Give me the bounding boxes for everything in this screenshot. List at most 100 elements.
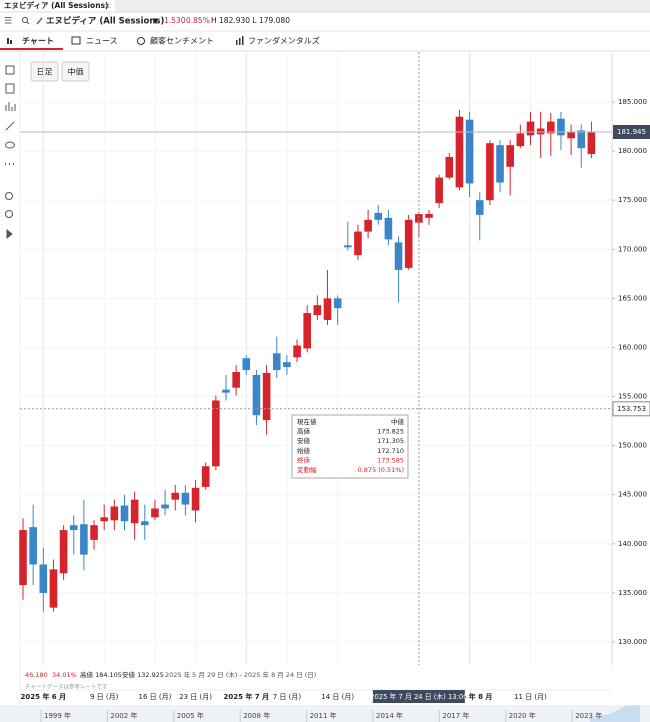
navigator[interactable] xyxy=(0,705,650,722)
y-tick-label: 130.000 xyxy=(618,638,647,646)
candle-body xyxy=(526,121,535,136)
toolbar[interactable] xyxy=(5,65,16,240)
candle-body xyxy=(567,131,575,139)
candle-body xyxy=(80,524,88,555)
y-tick-label: 150.000 xyxy=(618,442,647,450)
candle-body xyxy=(120,505,129,522)
candle-body xyxy=(69,525,78,531)
navigator-label: 2023 年 xyxy=(575,711,602,720)
candle-body xyxy=(100,517,108,522)
button[interactable] xyxy=(61,61,90,82)
navigator-label: 2002 年 xyxy=(110,711,137,720)
x-tick-label: 7 日 (月) xyxy=(273,693,302,701)
y-tick-label: 155.000 xyxy=(618,393,647,401)
navigator-label: 2008 年 xyxy=(243,711,270,720)
dropdown[interactable]: ▼ xyxy=(153,17,159,25)
button[interactable] xyxy=(30,61,59,82)
edit-icon[interactable] xyxy=(36,17,43,25)
y-tick-label: 170.000 xyxy=(618,245,647,253)
change-pct: 0.85% xyxy=(186,16,210,25)
crosshair-y-box xyxy=(612,401,650,417)
tooltip-value: 173.585 xyxy=(377,456,404,464)
candle-body xyxy=(425,213,433,218)
candle-body xyxy=(283,362,291,368)
candle-body xyxy=(151,508,159,518)
x-tick-label: 16 日 (月) xyxy=(139,693,172,701)
x-tick-label: 2025 年 7 月 xyxy=(223,692,269,701)
search-icon xyxy=(26,21,30,25)
y-tick-label: 175.000 xyxy=(618,196,647,204)
candle-body xyxy=(496,145,504,183)
navigator-label: 1999 年 xyxy=(44,711,71,720)
candle-body xyxy=(141,521,149,526)
tooltip-value: 173.825 xyxy=(377,428,404,436)
candle-body xyxy=(323,298,332,320)
candle-body xyxy=(242,358,251,371)
nav-tab[interactable]: チャート xyxy=(22,37,54,46)
tab-strip xyxy=(0,0,650,12)
nav-tab[interactable]: 顧客センチメント xyxy=(150,36,214,46)
x-tick-label: 11 日 (月) xyxy=(514,693,547,701)
candle-body xyxy=(374,212,383,220)
candle-body xyxy=(303,313,311,349)
symbol[interactable]: エヌビディア (All Sessions) xyxy=(46,16,164,27)
candle-body xyxy=(415,214,423,223)
tooltip-value: 0.875 (0.51%) xyxy=(358,466,404,474)
candle-body xyxy=(435,177,443,204)
candle-body xyxy=(475,200,484,215)
candle-body xyxy=(90,525,98,540)
candle-body xyxy=(333,298,342,309)
tooltip-label: 高値 xyxy=(297,427,311,436)
tooltip xyxy=(291,414,409,479)
x-tick-label: 2025 年 6 月 xyxy=(20,692,66,701)
button-label[interactable]: 中価 xyxy=(68,67,84,77)
navigator-label: 2011 年 xyxy=(310,711,337,720)
crosshair-x-box xyxy=(372,690,465,703)
candle-body xyxy=(354,231,362,256)
candle-body xyxy=(486,143,494,201)
candle-body xyxy=(536,128,545,135)
tab-icons xyxy=(7,36,244,45)
search-icon[interactable] xyxy=(21,16,29,24)
candle-body xyxy=(49,569,58,608)
nav-tab[interactable]: ファンダメンタルズ xyxy=(248,36,320,46)
tooltip-value: 171.305 xyxy=(377,437,404,445)
tab-title[interactable]: エヌビディア (All Sessions) xyxy=(4,0,108,10)
tab-close[interactable]: × xyxy=(104,2,111,11)
footer-pct: 34.01% xyxy=(52,671,77,679)
candle-body xyxy=(171,492,180,500)
candle-body xyxy=(384,217,393,240)
button-label[interactable]: 日足 xyxy=(37,68,53,77)
tooltip-value: 172.710 xyxy=(377,447,404,455)
candle-body xyxy=(293,345,301,358)
candle-body xyxy=(547,121,555,134)
x-tick-label: 2025 年 8 月 xyxy=(447,692,493,701)
x-tick-label: 14 日 (月) xyxy=(321,693,354,701)
x-tick-label: 23 日 (月) xyxy=(179,693,212,701)
menu-icon[interactable]: ☰ xyxy=(4,17,12,27)
tooltip-label: 変動幅 xyxy=(297,465,317,474)
candle-body xyxy=(252,374,261,416)
candle-body xyxy=(39,564,48,593)
candle-body xyxy=(577,130,586,149)
crosshair-y-label: 153.753 xyxy=(617,405,646,413)
tooltip-label: 現在値 xyxy=(297,417,317,426)
candle-body xyxy=(191,487,200,511)
navigator-label: 2014 年 xyxy=(376,711,403,720)
x-tick-label: 9 日 (月) xyxy=(90,693,119,701)
candle-body xyxy=(445,156,454,178)
y-tick-label: 160.000 xyxy=(618,343,647,351)
tab[interactable] xyxy=(0,0,115,12)
y-tick-label: 180.000 xyxy=(618,147,647,155)
nav-tab[interactable]: ニュース xyxy=(86,37,118,46)
candle-body xyxy=(181,492,190,505)
last-price-box xyxy=(613,124,650,139)
candle-body xyxy=(272,353,281,371)
candle-body xyxy=(19,530,27,586)
navigator-area xyxy=(590,705,640,722)
candle-body xyxy=(587,131,596,155)
candle-body xyxy=(465,119,474,184)
tooltip-label: 安値 xyxy=(297,436,311,445)
footer-low: 安値 132.925 xyxy=(122,670,164,679)
